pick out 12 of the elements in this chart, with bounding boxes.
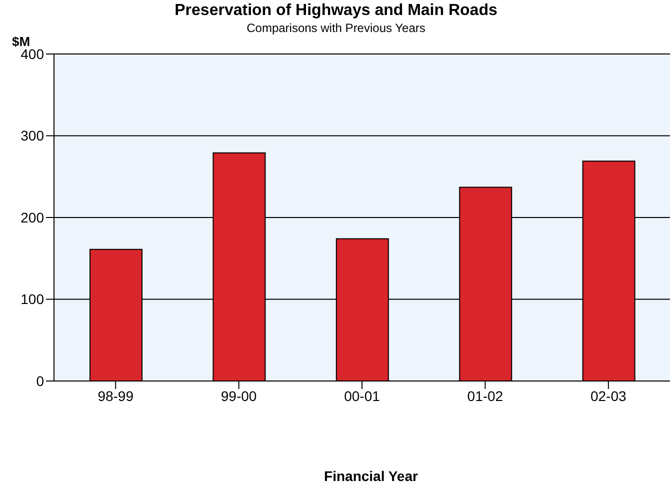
- y-tick-label: 0: [36, 372, 44, 389]
- x-tick-label: 01-02: [467, 388, 504, 404]
- y-tick-label: 300: [20, 128, 44, 144]
- y-tick-label: 100: [20, 291, 44, 308]
- x-tick-label: 98-99: [98, 388, 134, 404]
- x-axis-title: Financial Year: [323, 468, 419, 484]
- x-tick-label: 99-00: [220, 388, 257, 404]
- chart-title: Preservation of Highways and Main Roads: [174, 2, 498, 20]
- y-tick-label: 200: [20, 209, 44, 226]
- chart-subtitle: Comparisons with Previous Years: [246, 21, 426, 35]
- x-tick-label: 02-03: [590, 388, 627, 404]
- x-tick-label: 00-01: [344, 388, 380, 404]
